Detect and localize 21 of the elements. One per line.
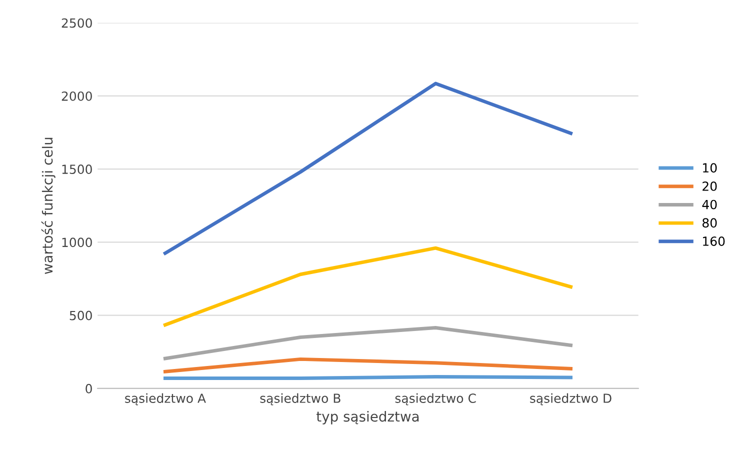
y-tick-label: 2000 [62,91,92,101]
legend-label: 160 [703,236,725,246]
y-tick-label: 1500 [62,164,92,174]
y-tick-label: 2500 [62,18,92,28]
y-tick-label: 1000 [62,238,92,248]
line-series [163,326,572,360]
legend-label: 20 [702,181,717,191]
y-tick-label: 500 [70,310,92,320]
x-tick-label: sąsiedztwo B [260,393,340,406]
x-axis-title: typ sąsiedztwa [316,410,419,424]
line-series [163,246,572,327]
legend-label: 40 [702,200,717,210]
line-series [163,357,572,374]
x-tick-label: sąsiedztwo D [530,393,612,406]
y-tick-label: 0 [86,384,92,394]
legend-label: 80 [702,218,717,228]
y-axis-title: wartość funkcji celu [41,138,56,274]
legend-label: 10 [703,163,717,173]
line-series [163,82,572,255]
x-tick-label: sąsiedztwo C [395,393,476,406]
x-tick-label: sąsiedztwo A [125,393,206,406]
